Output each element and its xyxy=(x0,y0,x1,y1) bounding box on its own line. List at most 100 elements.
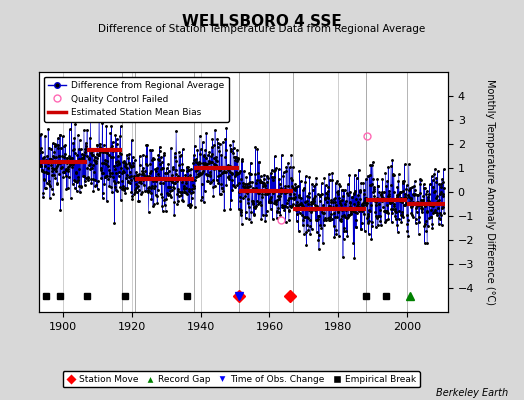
Point xyxy=(246,171,255,177)
Point xyxy=(389,188,398,195)
Point xyxy=(72,158,80,165)
Point xyxy=(303,193,312,199)
Point xyxy=(263,172,271,179)
Point xyxy=(235,194,244,200)
Point xyxy=(211,182,219,189)
Point xyxy=(123,172,131,179)
Point xyxy=(222,125,231,131)
Point xyxy=(163,184,172,190)
Point xyxy=(192,174,201,181)
Point xyxy=(42,169,50,175)
Point xyxy=(338,197,346,203)
Point xyxy=(61,142,70,149)
Point xyxy=(228,182,237,188)
Point xyxy=(329,205,337,212)
Point xyxy=(86,134,94,141)
Point xyxy=(414,230,423,237)
Point xyxy=(110,178,118,184)
Point xyxy=(427,214,435,220)
Point xyxy=(376,206,385,213)
Point xyxy=(337,186,346,193)
Point xyxy=(314,213,323,219)
Point xyxy=(305,194,313,200)
Point xyxy=(286,190,294,197)
Point xyxy=(393,192,401,198)
Point xyxy=(180,175,189,181)
Point xyxy=(161,208,170,214)
Point xyxy=(46,183,54,190)
Point xyxy=(260,182,269,188)
Point xyxy=(103,198,111,204)
Point xyxy=(311,207,320,213)
Point xyxy=(433,210,442,216)
Point xyxy=(260,176,268,182)
Point xyxy=(432,199,441,206)
Point xyxy=(50,148,59,155)
Point xyxy=(210,166,219,172)
Point xyxy=(433,211,441,218)
Point xyxy=(164,176,172,183)
Point xyxy=(129,160,137,166)
Point xyxy=(293,211,301,218)
Point xyxy=(49,154,58,160)
Point xyxy=(139,177,147,184)
Point xyxy=(381,219,389,226)
Point xyxy=(360,191,368,197)
Point xyxy=(41,133,49,139)
Point xyxy=(149,177,157,184)
Point xyxy=(383,202,391,208)
Point xyxy=(293,198,301,205)
Point xyxy=(162,177,170,183)
Point xyxy=(111,132,119,138)
Point xyxy=(143,188,151,194)
Point xyxy=(276,186,285,192)
Point xyxy=(146,170,154,177)
Point xyxy=(214,180,223,187)
Point xyxy=(80,173,88,180)
Point xyxy=(217,164,226,170)
Point xyxy=(337,217,345,224)
Point xyxy=(137,176,145,182)
Point xyxy=(99,170,107,176)
Point xyxy=(355,166,363,173)
Point xyxy=(297,206,305,213)
Point xyxy=(72,188,81,194)
Point xyxy=(77,184,85,190)
Text: Difference of Station Temperature Data from Regional Average: Difference of Station Temperature Data f… xyxy=(99,24,425,34)
Point xyxy=(358,201,367,208)
Point xyxy=(175,162,183,168)
Point xyxy=(148,147,156,154)
Point xyxy=(282,200,291,207)
Point xyxy=(217,191,225,197)
Point xyxy=(100,180,108,187)
Point xyxy=(169,184,178,191)
Point xyxy=(347,207,356,214)
Point xyxy=(171,167,180,173)
Point xyxy=(420,181,428,188)
Point xyxy=(241,181,249,188)
Point xyxy=(353,203,362,209)
Point xyxy=(52,154,60,160)
Point xyxy=(187,202,195,208)
Point xyxy=(430,189,439,196)
Point xyxy=(400,161,409,168)
Point xyxy=(242,174,250,180)
Point xyxy=(415,218,423,225)
Point xyxy=(66,126,74,132)
Point xyxy=(337,215,345,222)
Point xyxy=(403,228,411,235)
Point xyxy=(94,152,103,158)
Point xyxy=(394,178,402,184)
Point xyxy=(59,174,68,180)
Point xyxy=(364,213,373,219)
Point xyxy=(356,188,364,194)
Point xyxy=(67,160,75,167)
Point xyxy=(36,161,44,168)
Point xyxy=(336,198,345,204)
Point xyxy=(334,195,343,202)
Point xyxy=(326,214,335,220)
Point xyxy=(431,188,440,194)
Point xyxy=(165,168,173,174)
Point xyxy=(225,163,234,170)
Point xyxy=(61,172,70,179)
